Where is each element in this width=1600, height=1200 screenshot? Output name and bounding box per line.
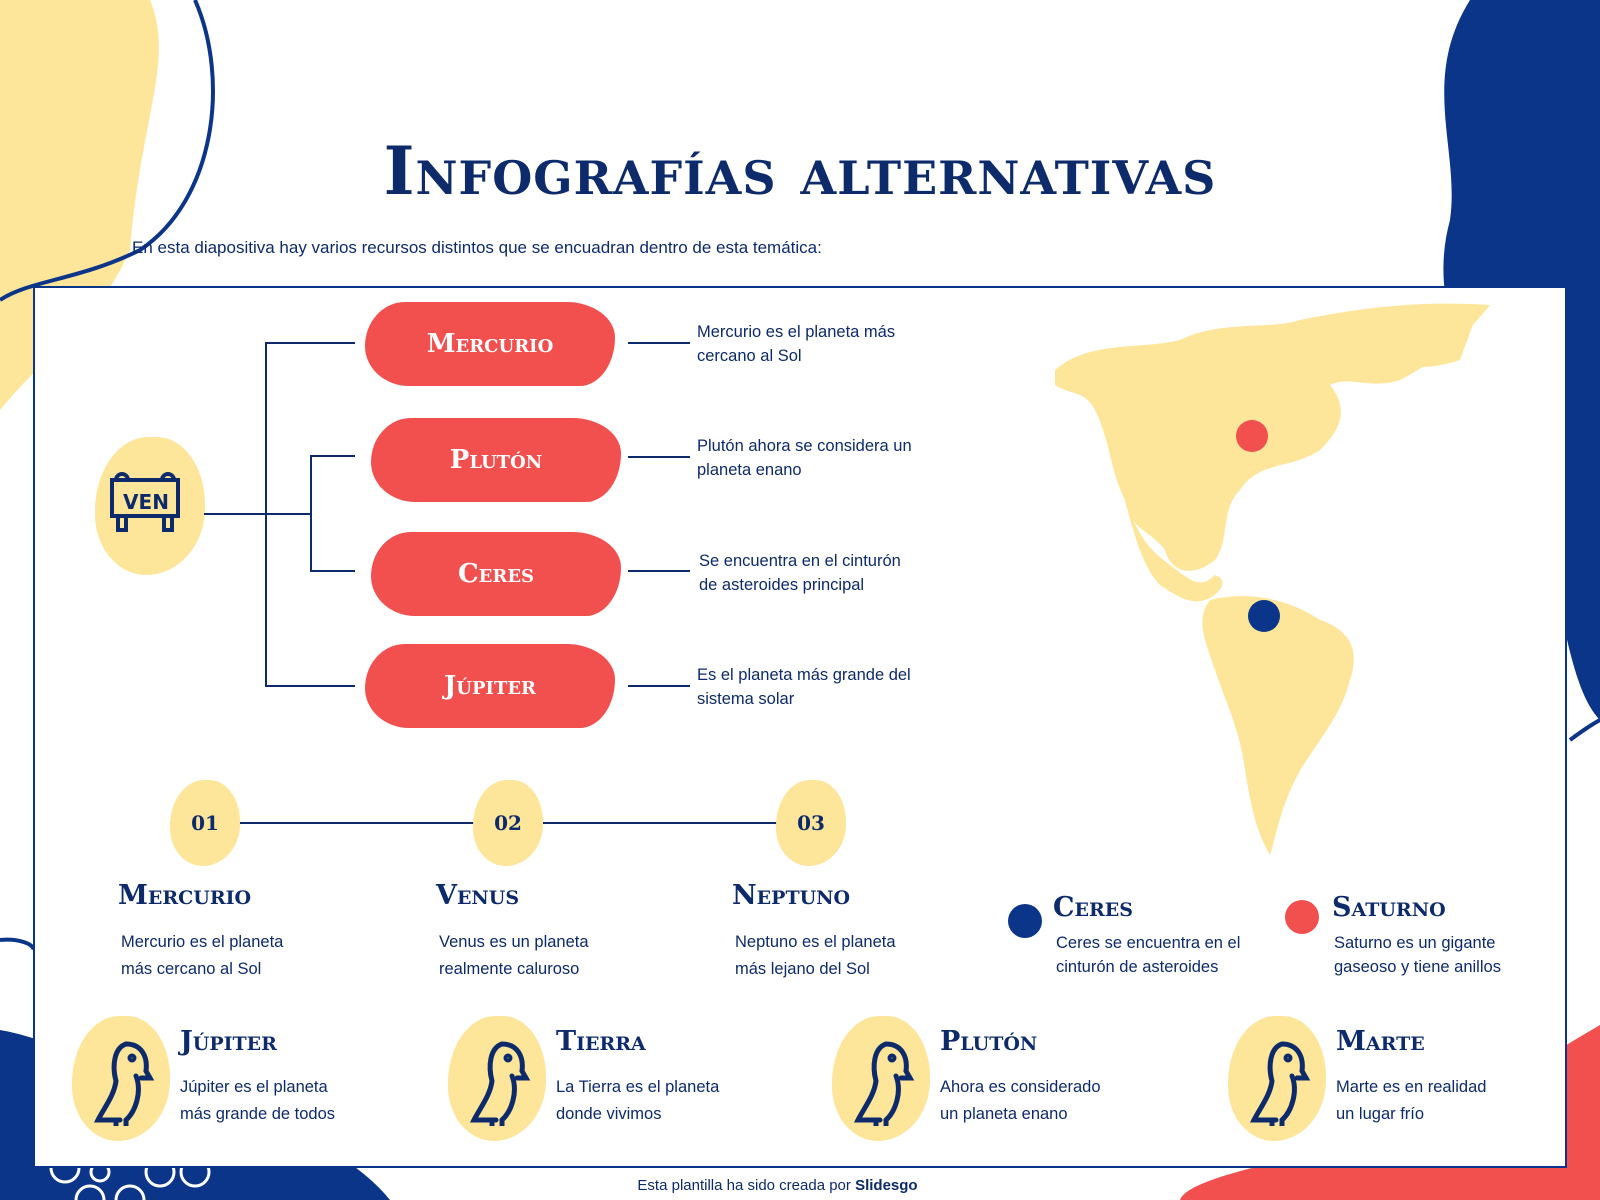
map-marker-saturno [1236,420,1268,452]
americas-map [1055,303,1490,855]
step-desc: Mercurio es el planeta más cercano al Sol [121,933,284,978]
connector [265,342,267,686]
step-title: Venus [436,880,520,911]
connector [628,570,690,572]
connector [265,342,355,344]
subtitle: En esta diapositiva hay varios recursos … [132,238,822,257]
bird-title: Marte [1336,1026,1425,1057]
bird-desc: La Tierra es el planeta donde vivimos [556,1078,720,1123]
owl-icon [469,1041,531,1126]
connector [628,456,690,458]
step-title: Mercurio [118,880,252,911]
legend-desc: Saturno es un gigante gaseoso y tiene ani… [1334,934,1501,976]
pill-jupiter: Júpiter [365,644,615,728]
slidesgo-link[interactable]: Slidesgo [855,1177,918,1194]
legend-title: Ceres [1053,892,1133,923]
step-desc: Neptuno es el planeta más lejano del Sol [735,933,896,978]
connector [628,342,690,344]
bird-desc: Marte es en realidad un lugar frío [1336,1078,1487,1123]
legend-desc: Ceres se encuentra en el cinturón de aste… [1056,934,1241,976]
map-marker-ceres [1248,600,1280,632]
parrot-icon [1249,1041,1311,1126]
bird-title: Júpiter [180,1026,277,1057]
bird-desc: Ahora es considerado un planeta enano [940,1078,1101,1123]
bird-desc: Júpiter es el planeta más grande de todos [180,1078,336,1123]
step-02: 02 [473,780,543,866]
step-title: Neptuno [732,880,851,911]
step-desc: Venus es un planeta realmente caluroso [439,933,589,978]
legend-title: Saturno [1332,892,1446,923]
connector [310,455,312,571]
bird-title: Plutón [940,1026,1038,1057]
bird-title: Tierra [556,1026,646,1057]
tree-desc: Plutón ahora se considera un planeta enan… [697,437,912,479]
connector [265,685,355,687]
toucan-icon [853,1041,915,1126]
page-title: Infografías alternativas [383,132,1217,210]
step-01: 01 [170,780,240,866]
legend-dot-ceres [1008,904,1042,938]
footer-credit: Esta plantilla ha sido creada por Slides… [637,1177,918,1194]
connector [628,685,690,687]
legend-dot-saturno [1285,900,1319,934]
badge-label: VEN [123,490,169,514]
connector [204,513,310,515]
tree-desc: Se encuentra en el cinturón de asteroides… [699,552,901,594]
pill-mercurio: Mercurio [365,302,615,386]
connector [310,570,355,572]
tree-desc: Mercurio es el planeta más cercano al Sol [697,323,896,365]
connector [310,455,355,457]
tree-desc: Es el planeta más grande del sistema sola… [697,666,911,708]
sign-board-icon [110,472,180,532]
cockatoo-icon [93,1041,155,1126]
pill-ceres: Ceres [371,532,621,616]
pill-pluton: Plutón [371,418,621,502]
step-03: 03 [776,780,846,866]
